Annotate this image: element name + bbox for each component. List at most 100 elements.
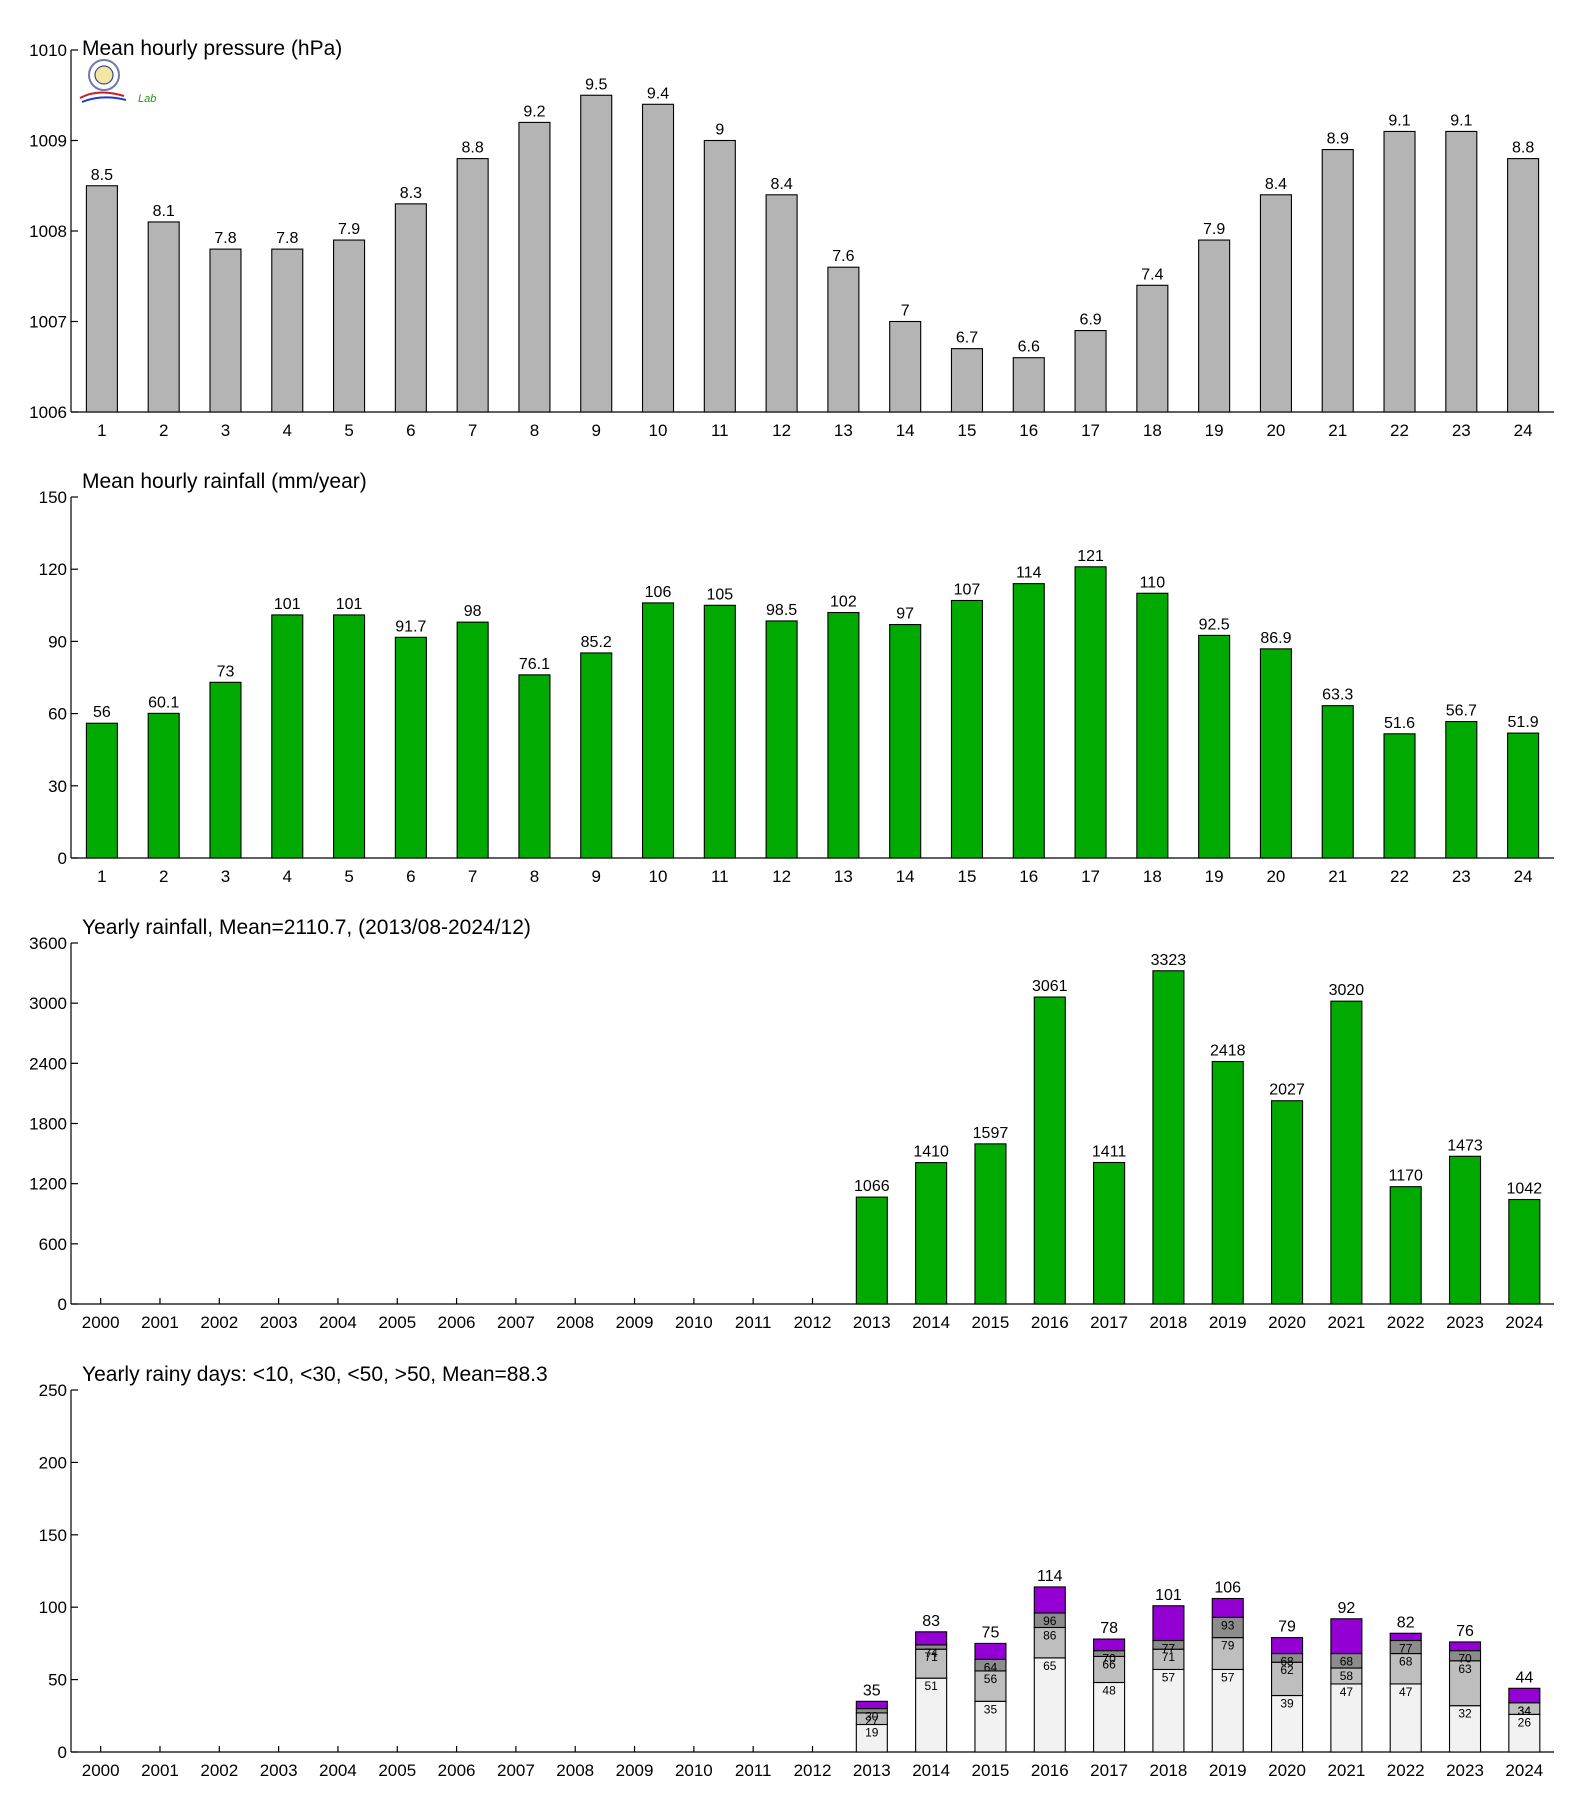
x-tick-label: 2017 xyxy=(1090,1761,1128,1780)
y-tick-label: 150 xyxy=(39,488,67,507)
chart-title: Mean hourly pressure (hPa) xyxy=(82,37,342,60)
bar-value-label: 102 xyxy=(830,594,857,611)
x-tick-label: 18 xyxy=(1143,867,1162,886)
y-tick-label: 90 xyxy=(48,632,67,651)
chart-panel-2: Mean hourly rainfall (mm/year)0306090120… xyxy=(39,470,1554,886)
lab-logo: Lab xyxy=(79,59,156,105)
bar-value-label: 8.3 xyxy=(400,185,422,202)
bar xyxy=(1508,1198,1541,1305)
bar xyxy=(641,103,675,413)
bar-value-label: 1042 xyxy=(1507,1181,1543,1198)
bar xyxy=(85,722,118,859)
bar-value-label: 85.2 xyxy=(581,634,612,651)
bar-total-label: 82 xyxy=(1397,1614,1415,1631)
x-tick-label: 2003 xyxy=(260,1313,298,1332)
bar-value-label: 1170 xyxy=(1388,1168,1423,1185)
stack-segment-label: 51 xyxy=(924,1679,938,1693)
bar-value-label: 7.4 xyxy=(1141,266,1163,283)
x-tick-label: 2024 xyxy=(1505,1313,1543,1332)
bar xyxy=(1448,1155,1482,1305)
bar xyxy=(1198,634,1231,859)
stack-segment-2 xyxy=(1093,1655,1126,1684)
bar-total-label: 92 xyxy=(1337,1600,1355,1617)
x-tick-label: 8 xyxy=(530,867,539,886)
bar-value-label: 3020 xyxy=(1329,982,1365,999)
stack-segment-label: 74 xyxy=(924,1646,938,1660)
y-tick-label: 1006 xyxy=(29,403,67,422)
bar-value-label: 8.4 xyxy=(1265,176,1287,193)
y-tick-label: 1007 xyxy=(29,313,67,332)
x-tick-label: 21 xyxy=(1328,867,1347,886)
x-tick-label: 2000 xyxy=(82,1313,120,1332)
bar xyxy=(1389,1186,1422,1305)
y-tick-label: 600 xyxy=(39,1235,67,1254)
bar xyxy=(1012,357,1045,413)
chart-title: Mean hourly rainfall (mm/year) xyxy=(82,470,367,493)
bar-value-label: 1473 xyxy=(1447,1137,1483,1154)
y-tick-label: 3000 xyxy=(29,994,67,1013)
y-tick-label: 2400 xyxy=(29,1054,67,1073)
bar xyxy=(580,652,613,859)
bar xyxy=(974,1143,1007,1305)
bar xyxy=(827,611,860,859)
stack-segment-label: 66 xyxy=(1102,1657,1116,1671)
y-tick-label: 150 xyxy=(39,1526,67,1545)
bar xyxy=(641,602,675,859)
x-tick-label: 2023 xyxy=(1446,1761,1484,1780)
x-tick-label: 7 xyxy=(468,421,477,440)
y-tick-label: 200 xyxy=(39,1453,67,1472)
bar xyxy=(827,266,860,413)
x-tick-label: 6 xyxy=(406,867,415,886)
stack-segment-label: 58 xyxy=(1340,1669,1354,1683)
stack-segment-label: 68 xyxy=(1280,1655,1294,1669)
x-tick-label: 16 xyxy=(1019,421,1038,440)
bar xyxy=(915,1162,948,1305)
x-tick-label: 2002 xyxy=(200,1761,238,1780)
x-tick-label: 20 xyxy=(1266,867,1285,886)
bar-total-label: 78 xyxy=(1100,1620,1118,1637)
bar xyxy=(1012,583,1045,859)
bar xyxy=(333,614,366,859)
x-tick-label: 2010 xyxy=(675,1761,713,1780)
x-tick-label: 22 xyxy=(1390,867,1409,886)
stack-segment-label: 27 xyxy=(865,1714,879,1728)
bar-value-label: 9.4 xyxy=(647,85,669,102)
stack-segment-label: 77 xyxy=(1162,1642,1176,1656)
bar-value-label: 76.1 xyxy=(519,656,550,673)
bar xyxy=(1074,329,1107,413)
x-tick-label: 23 xyxy=(1452,867,1471,886)
y-tick-label: 250 xyxy=(39,1381,67,1400)
stack-segment-label: 68 xyxy=(1340,1655,1354,1669)
bar-value-label: 9.1 xyxy=(1388,112,1410,129)
x-tick-label: 2001 xyxy=(141,1761,179,1780)
x-tick-label: 2024 xyxy=(1505,1761,1543,1780)
bar-value-label: 56 xyxy=(93,704,111,721)
bar-total-label: 114 xyxy=(1037,1568,1063,1585)
stack-segment-label: 65 xyxy=(1043,1659,1057,1673)
stack-segment-label: 34 xyxy=(1518,1704,1532,1718)
x-tick-label: 2021 xyxy=(1327,1313,1365,1332)
bar xyxy=(518,121,551,413)
bar xyxy=(580,94,613,413)
x-tick-label: 12 xyxy=(772,867,791,886)
x-tick-label: 24 xyxy=(1514,867,1533,886)
bar-value-label: 60.1 xyxy=(148,694,179,711)
stack-segment-label: 30 xyxy=(865,1710,879,1724)
stack-segment-label: 70 xyxy=(1458,1652,1472,1666)
bar-value-label: 7.9 xyxy=(338,221,360,238)
bar xyxy=(209,681,242,859)
x-tick-label: 3 xyxy=(221,421,230,440)
bar-total-label: 44 xyxy=(1515,1669,1533,1686)
y-tick-label: 60 xyxy=(48,705,67,724)
stack-segment-2 xyxy=(915,1648,948,1679)
stack-segment-4 xyxy=(1152,1605,1185,1642)
x-tick-label: 5 xyxy=(344,867,353,886)
y-tick-label: 1200 xyxy=(29,1175,67,1194)
x-tick-label: 2006 xyxy=(438,1761,476,1780)
x-tick-label: 11 xyxy=(711,421,729,440)
x-tick-label: 2005 xyxy=(378,1313,416,1332)
x-tick-label: 7 xyxy=(468,867,477,886)
x-tick-label: 14 xyxy=(896,867,915,886)
x-tick-label: 2015 xyxy=(972,1761,1010,1780)
